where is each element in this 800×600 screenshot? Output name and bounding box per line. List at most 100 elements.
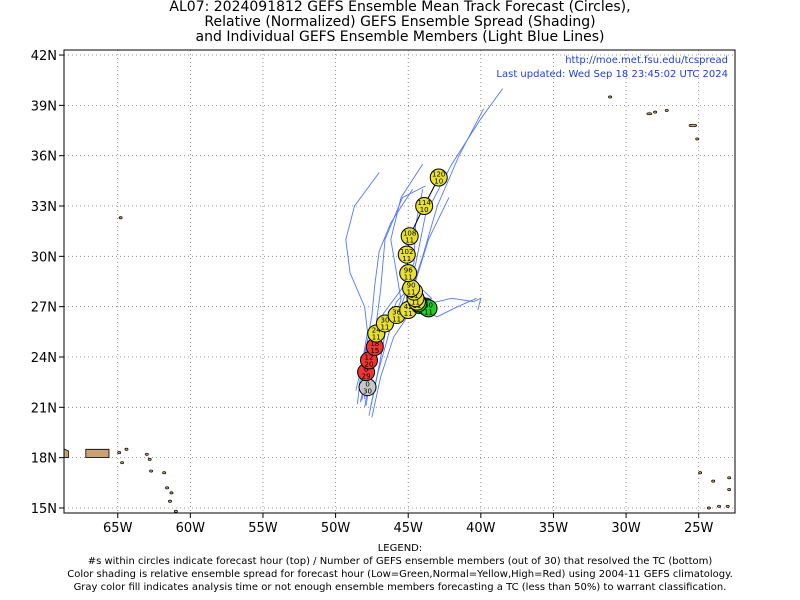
member-count-label: 11 [381, 324, 390, 332]
member-count-label: 11 [402, 255, 411, 263]
island-land [727, 488, 732, 491]
member-count-label: 10 [420, 206, 429, 214]
forecast-circle [400, 227, 419, 246]
lat-tick-label: 42N [31, 49, 57, 64]
map-frame [63, 49, 736, 514]
forecast-hour-label: 96 [404, 266, 413, 274]
info-url: http://moe.met.fsu.edu/tcspread [565, 55, 728, 66]
forecast-circle [399, 264, 418, 283]
legend-heading: LEGEND: [377, 543, 423, 554]
forecast-circle [429, 168, 448, 187]
island-land [725, 504, 730, 508]
title-line-3: and Individual GEFS Ensemble Members (Li… [195, 29, 605, 45]
lon-tick-label: 30W [611, 521, 641, 536]
island-land [664, 108, 669, 112]
forecast-hour-label: 24 [372, 327, 381, 335]
island-land [706, 506, 711, 510]
island-land [118, 216, 123, 220]
legend-line-3: Gray color fill indicates analysis time … [73, 582, 727, 593]
lon-tick-label: 40W [466, 521, 496, 536]
island-land [162, 471, 167, 475]
island-land [120, 461, 125, 465]
member-count-label: 11 [405, 236, 414, 244]
legend-line-1: #s within circles indicate forecast hour… [87, 556, 713, 567]
forecast-hour-label: 12 [365, 354, 374, 362]
forecast-hour-label: 42 [404, 303, 413, 311]
lon-tick-label: 50W [321, 521, 351, 536]
forecast-hour-label: 60 [424, 302, 433, 310]
island-land [169, 491, 174, 495]
island-land [144, 452, 149, 456]
island-land [124, 447, 129, 451]
forecast-hour-label: 30 [381, 317, 390, 325]
forecast-circle [415, 197, 434, 216]
member-count-label: 11 [424, 309, 433, 317]
member-track-line [370, 197, 450, 408]
forecast-hour-label: 36 [392, 308, 401, 316]
lat-tick-label: 33N [31, 200, 57, 215]
island-land [608, 95, 613, 99]
island-land [688, 123, 698, 128]
forecast-hour-label: 108 [403, 229, 416, 237]
island-land [168, 499, 172, 503]
axis-ticks: 42N 39N 36N 33N 30N 27N 24N 21N 18N 15N 65W 60W 55W 5… [31, 49, 714, 536]
island-land [646, 112, 653, 116]
lat-tick-label: 21N [31, 401, 57, 416]
lat-tick-label: 39N [31, 99, 57, 114]
lon-tick-label: 25W [684, 521, 714, 536]
forecast-point: 030 [358, 378, 377, 397]
forecast-hour-label: 18 [370, 340, 379, 348]
lat-tick-label: 15N [31, 502, 57, 517]
member-count-label: 11 [407, 288, 416, 296]
title-block: AL07: 2024091812 GEFS Ensemble Mean Trac… [0, 0, 800, 45]
legend: LEGEND: #s within circles indicate forec… [0, 542, 800, 594]
forecast-hour-label: 102 [400, 248, 413, 256]
forecast-hour-label: 120 [432, 171, 445, 179]
island-land [717, 504, 721, 508]
lon-tick-label: 65W [103, 521, 133, 536]
member-count-label: 10 [434, 178, 443, 186]
member-count-label: 11 [372, 334, 381, 342]
lon-tick-label: 45W [394, 521, 424, 536]
title-line-1: AL07: 2024091812 GEFS Ensemble Mean Trac… [169, 0, 631, 15]
lat-tick-label: 36N [31, 150, 57, 165]
forecast-hour-label: 90 [407, 281, 416, 289]
lat-tick-label: 30N [31, 250, 57, 265]
member-count-label: 11 [392, 315, 401, 323]
forecast-hour-label: 0 [365, 380, 369, 388]
legend-line-2: Color shading is relative ensemble sprea… [67, 569, 733, 580]
island-land [147, 457, 152, 461]
forecast-hour-label: 114 [418, 199, 432, 207]
hispaniola-land [64, 448, 69, 458]
member-count-label: 30 [363, 387, 372, 395]
ensemble-mean-track: 0306291220181524113011361142114811541160… [357, 168, 448, 397]
member-count-label: 11 [404, 310, 413, 318]
lon-tick-label: 55W [248, 521, 278, 536]
title-line-2: Relative (Normalized) GEFS Ensemble Spre… [204, 14, 596, 30]
forecast-circle [397, 245, 416, 264]
lon-tick-label: 35W [539, 521, 569, 536]
info-updated: Last updated: Wed Sep 18 23:45:02 UTC 20… [496, 69, 728, 80]
member-count-label: 11 [404, 273, 413, 281]
map-background [64, 50, 735, 513]
member-count-label: 15 [370, 347, 379, 355]
island-land [653, 110, 658, 114]
island-land [727, 476, 732, 480]
island-land [698, 471, 703, 475]
forecast-hour-label: 6 [364, 365, 369, 373]
lat-tick-label: 18N [31, 452, 57, 467]
island-land [695, 137, 700, 141]
member-count-label: 11 [411, 298, 420, 306]
island-land [149, 469, 154, 473]
island-land [711, 479, 716, 483]
member-count-label: 20 [365, 361, 374, 369]
member-count-label: 29 [362, 372, 371, 380]
